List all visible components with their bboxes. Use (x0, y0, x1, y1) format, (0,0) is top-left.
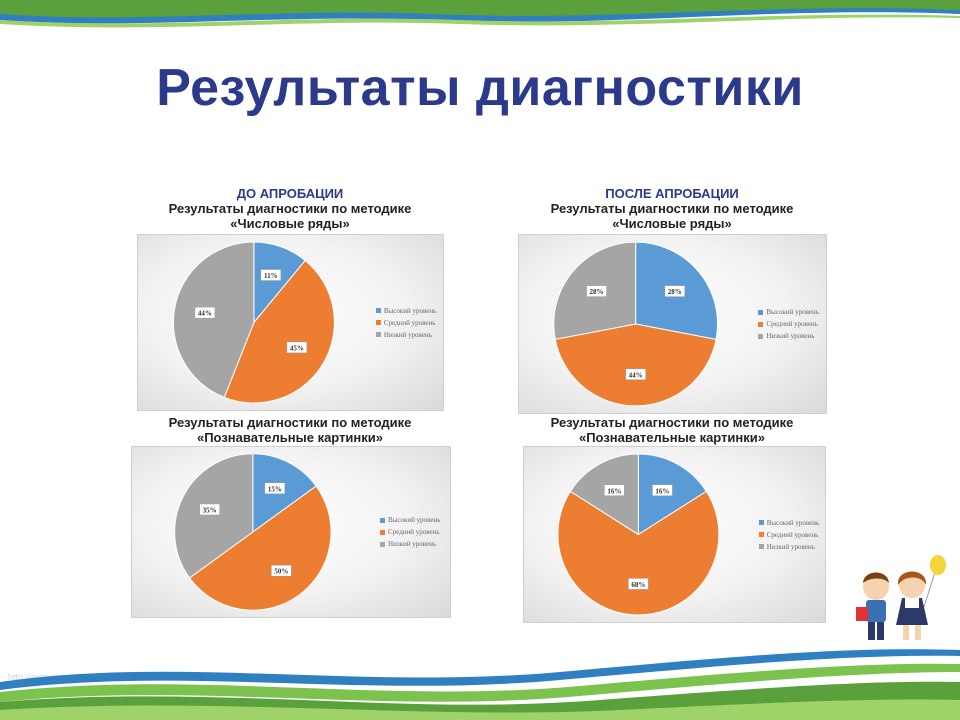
legend-item-high: Высокий уровень (380, 514, 440, 526)
legend-swatch (758, 520, 764, 525)
heading-method-line: Результаты диагностики по методике (168, 201, 412, 216)
section-heading-after-numeric: ПОСЛЕ АПРОБАЦИИ Результаты диагностики п… (512, 186, 832, 231)
slice-data-label: 44% (194, 306, 216, 319)
slice-data-label: 35% (199, 503, 220, 516)
children-illustration (856, 555, 946, 640)
legend-item-high: Высокий уровень (758, 306, 819, 318)
legend-label: Высокий уровень (388, 516, 441, 524)
legend-item-medium: Средний уровень (380, 526, 440, 538)
pie-chart-svg: 15% 50% 35% (174, 453, 332, 611)
slide-title: Результаты диагностики (156, 59, 804, 117)
legend-label: Низкий уровень (766, 332, 815, 340)
chart-legend: Высокий уровень Средний уровень Низкий уро… (375, 305, 437, 341)
legend-label: Средний уровень (388, 528, 440, 536)
slice-data-label: 11% (260, 269, 282, 281)
heading-method-line: Результаты диагностики по методике (168, 415, 412, 430)
heading-method-name: «Познавательные картинки» (578, 430, 766, 445)
legend-item-medium: Средний уровень (758, 529, 819, 541)
legend-swatch (758, 321, 764, 327)
section-heading-after-pictures: Результаты диагностики по методике «Позн… (512, 415, 832, 445)
legend-label: Низкий уровень (388, 540, 437, 548)
legend-swatch (758, 532, 764, 537)
heading-method-line: Результаты диагностики по методике (550, 201, 794, 216)
pie-slice-medium (188, 485, 332, 611)
svg-text:15%: 15% (268, 485, 282, 493)
pie-chart-panel-1: 11% 45% 44% Высокий уровень Средний уровень Н… (137, 234, 444, 411)
slice-data-label: 28% (586, 285, 607, 297)
chart-legend: Высокий уровень Средний уровень Низкий уро… (758, 306, 819, 342)
pie-chart-panel-3: 15% 50% 35% Высокий уровень Средний уровень Н… (131, 446, 451, 618)
legend-item-low: Низкий уровень (758, 541, 819, 553)
legend-label: Средний уровень (766, 530, 819, 539)
legend-item-low: Низкий уровень (380, 538, 440, 550)
legend-label: Высокий уровень (766, 308, 819, 316)
pie-chart-svg: 16% 68% 16% (557, 453, 720, 616)
slice-data-label: 68% (628, 578, 649, 590)
legend-item-high: Высокий уровень (375, 305, 437, 317)
svg-text:16%: 16% (607, 487, 621, 495)
legend-item-low: Низкий уровень (375, 329, 436, 341)
svg-text:44%: 44% (629, 371, 643, 379)
pie-slice-low (172, 241, 255, 398)
section-heading-before-numeric: ДО АПРОБАЦИИ Результаты диагностики по м… (130, 186, 450, 231)
legend-label: Низкий уровень (383, 330, 432, 339)
legend-item-high: Высокий уровень (758, 517, 820, 529)
legend-label: Средний уровень (383, 318, 436, 327)
svg-text:45%: 45% (290, 344, 304, 352)
legend-swatch (375, 320, 381, 325)
heading-method-line: Результаты диагностики по методике (550, 415, 794, 430)
legend-swatch (380, 541, 386, 547)
slice-data-label: 45% (286, 341, 308, 354)
top-wave-decoration (0, 0, 960, 28)
legend-label: Средний уровень (766, 320, 818, 328)
pie-chart-svg: 28% 44% 28% (553, 241, 719, 407)
pie-slice-medium (223, 259, 335, 404)
svg-text:28%: 28% (590, 288, 604, 296)
svg-text:68%: 68% (631, 581, 645, 589)
section-heading-before-pictures: Результаты диагностики по методике «Позн… (130, 415, 450, 445)
pie-slice-low (174, 453, 254, 579)
legend-swatch (375, 308, 381, 313)
pie-chart-svg: 11% 45% 44% (172, 241, 335, 404)
slice-data-label: 16% (604, 484, 625, 497)
slice-data-label: 44% (625, 368, 646, 381)
legend-item-low: Низкий уровень (758, 330, 818, 342)
svg-text:16%: 16% (655, 487, 669, 495)
legend-swatch (380, 517, 386, 523)
legend-swatch (758, 309, 764, 315)
svg-text:28%: 28% (668, 288, 682, 296)
legend-swatch (758, 333, 764, 339)
svg-text:35%: 35% (203, 506, 217, 514)
pie-chart-panel-2: 28% 44% 28% Высокий уровень Средний уровень Н… (518, 234, 827, 414)
bottom-wave-decoration (0, 649, 960, 720)
pie-chart-panel-4: 16% 68% 16% Высокий уровень Средний уровень Н… (523, 446, 826, 623)
heading-method-name: «Числовые ряды» (230, 216, 350, 231)
chart-legend: Высокий уровень Средний уровень Низкий уро… (758, 517, 820, 553)
heading-after-label: ПОСЛЕ АПРОБАЦИИ (605, 186, 739, 201)
legend-label: Высокий уровень (383, 306, 437, 315)
slice-data-label: 16% (652, 484, 673, 497)
legend-label: Высокий уровень (766, 518, 820, 527)
slice-data-label: 50% (271, 564, 292, 577)
legend-swatch (758, 544, 764, 549)
legend-swatch (380, 529, 386, 535)
svg-text:50%: 50% (274, 568, 288, 576)
pie-slice-medium (554, 323, 717, 407)
chart-legend: Высокий уровень Средний уровень Низкий уро… (380, 514, 440, 550)
pie-slice-medium (557, 490, 720, 616)
heading-before-label: ДО АПРОБАЦИИ (236, 186, 344, 201)
svg-text:11%: 11% (264, 272, 278, 280)
legend-swatch (375, 332, 381, 337)
heading-method-name: «Познавательные картинки» (196, 430, 384, 445)
legend-item-medium: Средний уровень (758, 318, 818, 330)
heading-method-name: «Числовые ряды» (612, 216, 732, 231)
slice-data-label: 15% (264, 482, 286, 495)
legend-item-medium: Средний уровень (375, 317, 436, 329)
svg-text:44%: 44% (198, 310, 212, 318)
slice-data-label: 28% (664, 285, 686, 297)
legend-label: Низкий уровень (766, 542, 815, 551)
